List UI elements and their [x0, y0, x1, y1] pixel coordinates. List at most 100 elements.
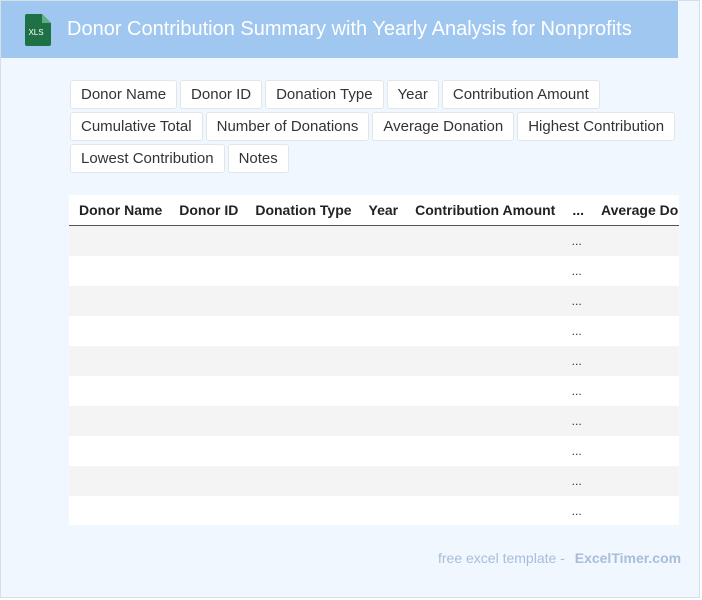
footer-text: free excel template -: [438, 550, 565, 566]
table-cell[interactable]: [358, 256, 406, 286]
table-cell[interactable]: [358, 225, 406, 256]
table-row: ...: [69, 436, 679, 466]
xls-icon-label: XLS: [28, 28, 43, 37]
table-cell[interactable]: [591, 376, 679, 406]
field-chip[interactable]: Notes: [227, 144, 289, 173]
table-cell[interactable]: [169, 406, 246, 436]
table-cell[interactable]: [69, 316, 170, 346]
table-cell[interactable]: [69, 286, 170, 316]
table-row: ...: [69, 376, 679, 406]
table-cell[interactable]: [245, 496, 359, 525]
table-cell[interactable]: [169, 256, 246, 286]
table-cell[interactable]: [69, 256, 170, 286]
table-cell[interactable]: [405, 496, 563, 525]
table-cell[interactable]: [169, 316, 246, 346]
table-cell[interactable]: [69, 346, 170, 376]
table-cell[interactable]: [591, 316, 679, 346]
table-cell[interactable]: [69, 406, 170, 436]
table-cell[interactable]: [591, 496, 679, 525]
table-cell[interactable]: [405, 466, 563, 496]
data-table-container[interactable]: Donor Name Donor ID Donation Type Year Contr…: [69, 195, 679, 525]
table-cell[interactable]: [591, 346, 679, 376]
table-cell[interactable]: [69, 466, 170, 496]
table-cell[interactable]: [169, 346, 246, 376]
table-cell[interactable]: ...: [562, 376, 592, 406]
column-header: Donor Name: [69, 195, 170, 226]
table-cell[interactable]: [69, 436, 170, 466]
table-cell[interactable]: [169, 496, 246, 525]
field-chip[interactable]: Donation Type: [265, 80, 384, 109]
table-cell[interactable]: [69, 376, 170, 406]
table-cell[interactable]: [405, 316, 563, 346]
field-chip[interactable]: Cumulative Total: [70, 112, 203, 141]
table-cell[interactable]: [169, 286, 246, 316]
table-cell[interactable]: [591, 406, 679, 436]
table-cell[interactable]: [405, 406, 563, 436]
table-cell[interactable]: [245, 286, 359, 316]
table-cell[interactable]: [245, 376, 359, 406]
field-chip[interactable]: Donor ID: [180, 80, 263, 109]
table-cell[interactable]: [358, 286, 406, 316]
table-cell[interactable]: [405, 436, 563, 466]
table-cell[interactable]: [245, 225, 359, 256]
table-cell[interactable]: [69, 496, 170, 525]
table-cell[interactable]: [405, 346, 563, 376]
table-cell[interactable]: ...: [562, 256, 592, 286]
table-cell[interactable]: [245, 256, 359, 286]
field-chip[interactable]: Average Donation: [372, 112, 515, 141]
table-cell[interactable]: ...: [562, 286, 592, 316]
table-row: ...: [69, 346, 679, 376]
table-cell[interactable]: ...: [562, 225, 592, 256]
table-row: ...: [69, 406, 679, 436]
table-cell[interactable]: [169, 376, 246, 406]
table-cell[interactable]: [358, 406, 406, 436]
table-cell[interactable]: ...: [562, 436, 592, 466]
table-cell[interactable]: [245, 316, 359, 346]
table-cell[interactable]: [358, 436, 406, 466]
table-cell[interactable]: ...: [562, 496, 592, 525]
table-cell[interactable]: ...: [562, 346, 592, 376]
footer-brand-link[interactable]: ExcelTimer.com: [574, 550, 682, 566]
table-cell[interactable]: [69, 225, 170, 256]
table-cell[interactable]: [169, 436, 246, 466]
table-cell[interactable]: [358, 346, 406, 376]
table-cell[interactable]: [245, 436, 359, 466]
table-cell[interactable]: ...: [562, 406, 592, 436]
table-row: ...: [69, 466, 679, 496]
table-cell[interactable]: [169, 466, 246, 496]
column-header: Contribution Amount: [405, 195, 563, 226]
field-chip[interactable]: Number of Donations: [205, 112, 370, 141]
column-header: ...: [562, 195, 592, 226]
field-chip-list: Donor Name Donor ID Donation Type Year Contr…: [70, 80, 680, 173]
page-title: Donor Contribution Summary with Yearly A…: [67, 18, 632, 40]
table-cell[interactable]: [591, 256, 679, 286]
table-cell[interactable]: [591, 436, 679, 466]
table-cell[interactable]: [245, 466, 359, 496]
table-cell[interactable]: [405, 256, 563, 286]
table-row: ...: [69, 286, 679, 316]
table-cell[interactable]: ...: [562, 316, 592, 346]
table-cell[interactable]: [358, 376, 406, 406]
field-chip[interactable]: Donor Name: [70, 80, 178, 109]
table-cell[interactable]: [358, 496, 406, 525]
column-header: Donation Type: [245, 195, 359, 226]
table-cell[interactable]: [358, 316, 406, 346]
table-cell[interactable]: [405, 225, 563, 256]
field-chip[interactable]: Lowest Contribution: [70, 144, 225, 173]
column-header: Average Donat: [591, 195, 679, 226]
field-chip[interactable]: Year: [386, 80, 439, 109]
table-cell[interactable]: [591, 286, 679, 316]
table-cell[interactable]: [169, 225, 246, 256]
table-cell[interactable]: [245, 346, 359, 376]
table-cell[interactable]: [405, 286, 563, 316]
column-header: Donor ID: [169, 195, 246, 226]
field-chip[interactable]: Contribution Amount: [441, 80, 600, 109]
table-cell[interactable]: [591, 466, 679, 496]
table-cell[interactable]: [591, 225, 679, 256]
field-chip[interactable]: Highest Contribution: [517, 112, 676, 141]
table-cell[interactable]: [358, 466, 406, 496]
table-cell[interactable]: [405, 376, 563, 406]
table-cell[interactable]: ...: [562, 466, 592, 496]
table-cell[interactable]: [245, 406, 359, 436]
